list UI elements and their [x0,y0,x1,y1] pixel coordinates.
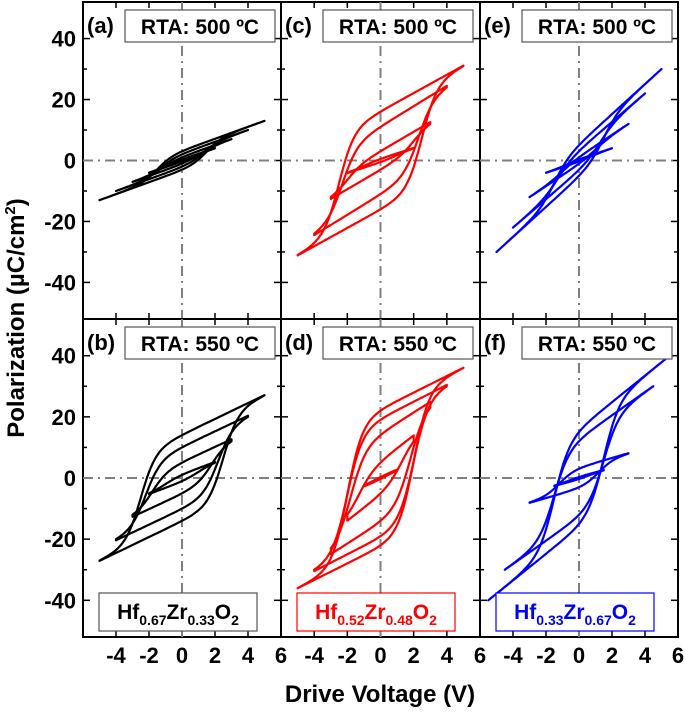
composition-subscript: 0.67 [139,612,166,628]
x-tick-label: -4 [106,643,126,668]
hysteresis-loop-4 [544,147,614,174]
x-tick-label: 2 [209,643,221,668]
x-tick-label: 0 [374,643,386,668]
y-tick-label: 40 [52,344,76,369]
rta-box [322,9,474,43]
panel-label: (a) [87,13,114,38]
x-tick-label: 4 [441,643,454,668]
panel-c: (c) RTA: 500 ºC [280,1,481,320]
x-tick-label: -2 [536,643,556,668]
hysteresis-loop-4 [147,460,217,496]
rta-box [322,326,474,360]
rta-box [124,326,276,360]
x-tick-label: 4 [639,643,652,668]
rta-label: RTA: 550 ºC [538,333,656,356]
rta-label: RTA: 500 ºC [339,16,457,39]
y-tick-label: -40 [44,270,76,295]
composition-box [495,592,655,632]
x-tick-label: 6 [672,643,684,668]
y-tick-label: 0 [64,466,76,491]
x-tick-label: -2 [139,643,159,668]
composition-subscript: 2 [628,612,636,628]
y-tick-label: 0 [64,149,76,174]
composition-label: Hf0.52Zr0.48O2 [315,601,437,628]
rta-label: RTA: 550 ºC [339,333,457,356]
composition-element: O [612,601,628,624]
composition-subscript: 0.52 [337,612,364,628]
composition-element: Zr [564,601,585,624]
rta-box [124,9,276,43]
composition-element: Hf [514,601,537,624]
composition-element: Zr [167,601,188,624]
hysteresis-loop-1 [296,64,465,257]
rta-box [521,326,673,360]
composition-subscript: 0.67 [585,612,612,628]
composition-element: Zr [365,601,386,624]
x-tick-label: -4 [304,643,324,668]
panel-label: (e) [484,13,511,38]
x-tick-label: 2 [606,643,618,668]
y-tick-label: 20 [52,88,76,113]
composition-subscript: 2 [231,612,239,628]
composition-label: Hf0.67Zr0.33O2 [117,601,239,628]
hysteresis-loop-1 [98,394,266,562]
y-tick-label: -20 [44,209,76,234]
x-tick-label: -2 [338,643,358,668]
x-tick-label: 0 [176,643,188,668]
panel-f: (f) RTA: 550 ºC Hf0.33Zr0.67O2 [479,318,679,638]
panel-label: (b) [87,330,115,355]
composition-box [98,592,258,632]
panel-b: (b) RTA: 550 ºC Hf0.67Zr0.33O2 [82,318,282,638]
x-tick-label: 2 [408,643,420,668]
panel-e: (e) RTA: 500 ºC [479,1,679,320]
y-tick-label: -40 [44,588,76,613]
composition-element: Hf [117,601,140,624]
hysteresis-loop-3 [329,121,432,200]
rta-box [521,9,673,43]
hysteresis-loop-2 [503,385,655,571]
hysteresis-loop-2 [313,383,448,573]
composition-label: Hf0.33Zr0.67O2 [514,601,636,628]
hysteresis-loop-4 [553,468,605,488]
hysteresis-loop-4 [346,146,415,175]
x-axis-label: Drive Voltage (V) [285,681,475,708]
x-tick-label: 6 [275,643,287,668]
y-tick-label: 40 [52,27,76,52]
x-tick-label: 4 [242,643,255,668]
rta-label: RTA: 500 ºC [538,16,656,39]
composition-subscript: 0.33 [188,612,215,628]
rta-label: RTA: 550 ºC [141,333,259,356]
hysteresis-loop-2 [114,414,250,542]
rta-label: RTA: 500 ºC [141,16,259,39]
y-tick-label: -20 [44,527,76,552]
hysteresis-loop-3 [329,400,432,556]
x-tick-label: 0 [573,643,585,668]
composition-element: O [215,601,231,624]
panel-a: (a) RTA: 500 ºC [82,1,282,320]
x-tick-label: -4 [503,643,523,668]
composition-subscript: 0.48 [386,612,413,628]
x-tick-label: 6 [474,643,486,668]
hysteresis-loop-2 [313,84,448,237]
y-tick-label: 20 [52,405,76,430]
composition-subscript: 0.33 [536,612,563,628]
hysteresis-loop-4 [346,434,415,522]
composition-box [296,592,456,632]
composition-subscript: 2 [429,612,437,628]
panel-d: (d) RTA: 550 ºC Hf0.52Zr0.48O2 [280,318,481,638]
panel-label: (f) [484,330,506,355]
hysteresis-loop-5 [362,468,399,488]
y-axis-label: Polarization (µC/cm2) [2,198,30,438]
hysteresis-loop-4 [147,147,217,174]
panel-label: (c) [285,13,312,38]
hysteresis-loop-3 [131,438,233,518]
panel-label: (d) [285,330,313,355]
composition-element: O [413,601,429,624]
hysteresis-loop-3 [528,122,630,199]
hysteresis-loop-3 [528,452,630,504]
composition-element: Hf [315,601,338,624]
